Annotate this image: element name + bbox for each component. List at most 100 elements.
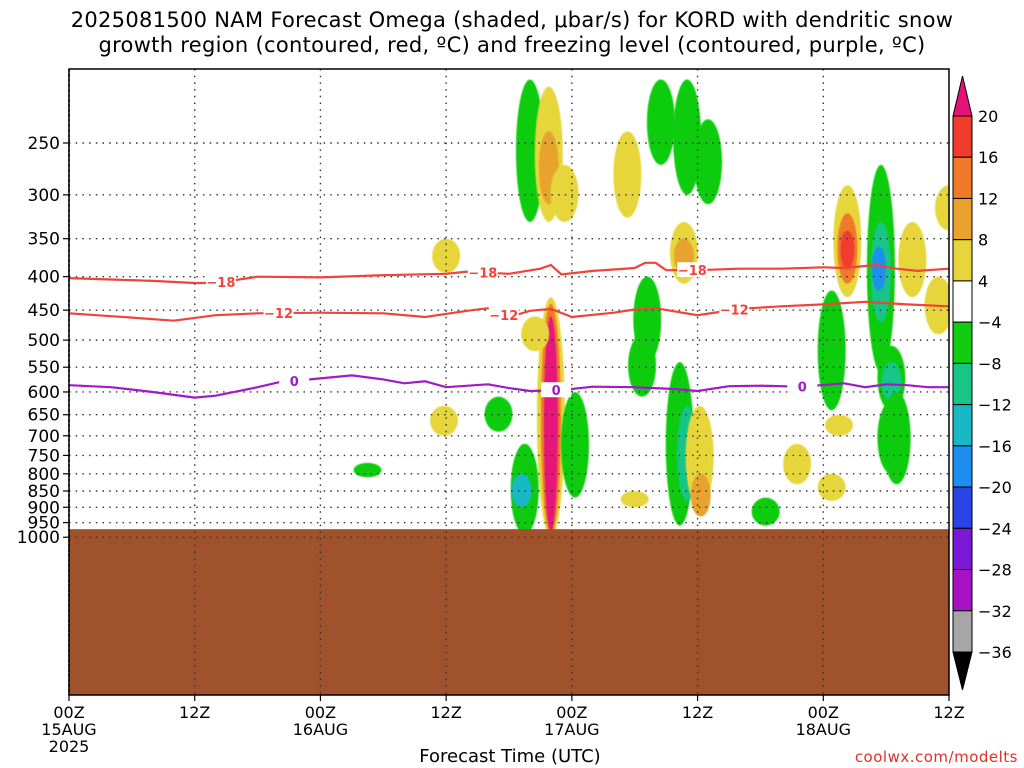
plot-area [69, 79, 949, 695]
omega-blob [871, 246, 886, 291]
isotherm-line [68, 300, 950, 322]
isotherm-label: −18 [468, 266, 497, 281]
colorbar-label: −8 [978, 354, 1002, 373]
chart-title-line1: 2025081500 NAM Forecast Omega (shaded, μ… [70, 8, 954, 32]
isotherm-label-bg [263, 305, 294, 321]
omega-blob [898, 221, 927, 298]
isotherm-label-bg [677, 262, 708, 278]
x-tick-label: 2025 [49, 737, 90, 756]
omega-blob [561, 391, 589, 498]
colorbar-cell [952, 404, 973, 447]
isotherm-line [68, 261, 950, 285]
colorbar-cell [952, 115, 973, 158]
colorbar-label: −32 [978, 602, 1012, 621]
plot-axes: 2503003504004505005506006507007508008509… [17, 68, 965, 756]
isotherm-label-bg [279, 372, 310, 388]
isotherm-label-bg [719, 301, 750, 317]
isotherm-contours: −18 −18 −18 −12 −12 −12 0 0 0 [68, 261, 950, 399]
omega-blob [521, 316, 550, 352]
y-tick-label: 250 [28, 134, 60, 154]
isotherm-line [68, 374, 949, 399]
colorbar-label: 12 [978, 189, 998, 208]
x-tick-label: 18AUG [796, 720, 851, 739]
isotherm-label-bg [787, 378, 818, 394]
omega-blob [783, 443, 812, 485]
colorbar-cell [952, 239, 973, 282]
omega-blob [825, 414, 853, 436]
y-tick-label: 650 [28, 406, 60, 426]
colorbar-label: −24 [978, 519, 1012, 538]
colorbar-label: 20 [978, 107, 998, 126]
omega-blob [646, 79, 675, 165]
colorbar-cell [952, 527, 973, 571]
omega-blob [817, 290, 846, 411]
omega-blob [751, 497, 780, 526]
omega-blob [430, 405, 459, 436]
x-tick-label: 00Z [305, 703, 336, 722]
y-tick-label: 800 [28, 465, 60, 485]
colorbar-label: −16 [978, 437, 1012, 456]
omega-blob [353, 462, 382, 478]
x-tick-label: 12Z [933, 703, 964, 722]
isotherm-label: 0 [290, 375, 299, 390]
y-tick-label: 450 [28, 301, 60, 321]
y-tick-label: 1000 [17, 528, 60, 548]
y-tick-label: 550 [28, 358, 60, 378]
x-tick-label: 17AUG [544, 720, 599, 739]
isotherm-label-bg [205, 274, 236, 290]
omega-blob [694, 119, 723, 205]
colorbar-cell [952, 610, 973, 653]
colorbar-cell [952, 280, 973, 323]
colorbar-cell [952, 321, 973, 364]
x-tick-label: 00Z [556, 703, 587, 722]
colorbar-label: −28 [978, 561, 1012, 580]
colorbar-label: 8 [978, 231, 988, 250]
colorbar-cell [952, 569, 973, 612]
isotherm-label: −12 [489, 309, 518, 324]
omega-blob [511, 473, 532, 508]
x-tick-label: 12Z [682, 703, 713, 722]
omega-blob [882, 391, 911, 485]
y-tick-label: 400 [28, 268, 60, 288]
isotherm-label-bg [488, 306, 519, 322]
colorbar-label: −20 [978, 478, 1012, 497]
y-tick-label: 500 [28, 331, 60, 351]
y-tick-label: 300 [28, 186, 60, 206]
colorbar-label: −4 [978, 313, 1002, 332]
colorbar-under-triangle [952, 651, 973, 691]
omega-blob [550, 164, 579, 222]
colorbar: 20 16 12 8 4 −4 −8 −12 −16 −20 −24 −28 −32 −36 [952, 75, 1012, 691]
isotherm-label: −18 [206, 276, 235, 291]
y-tick-label: 600 [28, 383, 60, 403]
y-tick-label: 850 [28, 482, 60, 502]
chart-title: 2025081500 NAM Forecast Omega (shaded, μ… [0, 8, 1024, 58]
site-credit: coolwx.com/modelts [854, 748, 1018, 766]
isotherm-label: −18 [678, 264, 707, 279]
isotherm-label: −12 [264, 307, 293, 322]
y-tick-label: 750 [28, 446, 60, 466]
y-tick-label: 350 [28, 230, 60, 250]
omega-blob [673, 79, 702, 195]
chart-title-line2: growth region (contoured, red, ºC) and f… [98, 33, 926, 57]
omega-blob [935, 185, 949, 231]
terrain-fill [69, 529, 949, 695]
x-tick-label: 12Z [430, 703, 461, 722]
omega-blob [543, 316, 558, 532]
omega-blob [881, 361, 902, 402]
omega-blob [690, 473, 711, 517]
isotherm-label: 0 [798, 381, 807, 396]
x-tick-label: 00Z [808, 703, 839, 722]
colorbar-cell [952, 445, 973, 488]
omega-blob [432, 238, 461, 274]
isotherm-label-bg [467, 264, 498, 280]
colorbar-cell [952, 486, 973, 529]
x-axis-title: Forecast Time (UTC) [419, 746, 601, 767]
y-tick-label: 700 [28, 427, 60, 447]
omega-blob [840, 230, 855, 270]
colorbar-cell [952, 197, 973, 241]
omega-blob [620, 491, 649, 508]
colorbar-label: 4 [978, 272, 988, 291]
colorbar-label: −12 [978, 396, 1012, 415]
x-tick-label: 15AUG [41, 720, 96, 739]
